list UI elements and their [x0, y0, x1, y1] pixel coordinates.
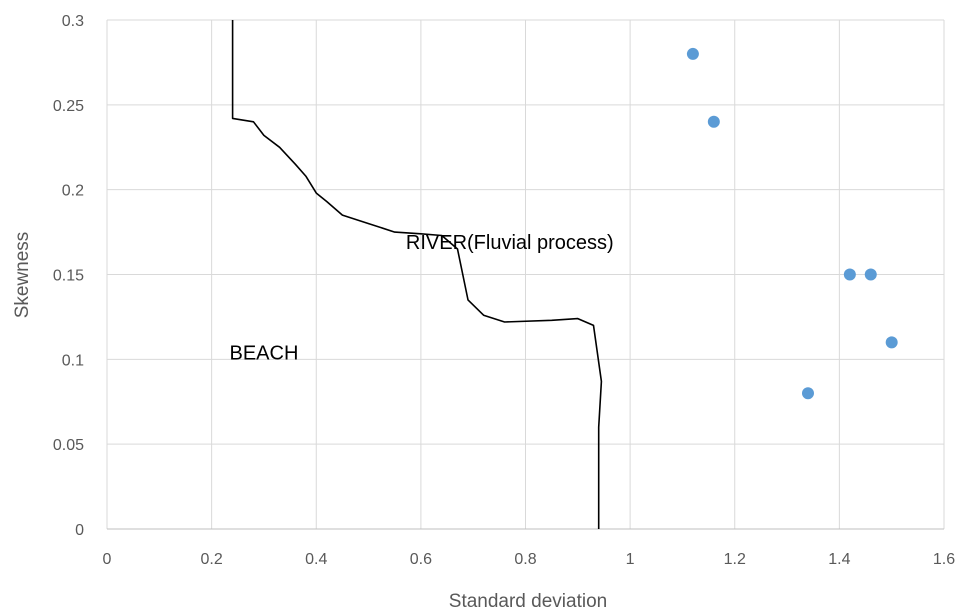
data-point [801, 387, 814, 400]
x-tick-label: 0 [103, 551, 112, 568]
data-point [885, 336, 898, 349]
data-point [864, 268, 877, 281]
x-tick-label: 0.8 [514, 551, 536, 568]
x-axis-title: Standard deviation [449, 591, 607, 612]
y-tick-label: 0.15 [53, 268, 84, 285]
x-tick-label: 1 [626, 551, 635, 568]
y-tick-label: 0.2 [62, 183, 84, 200]
y-tick-label: 0.25 [53, 98, 84, 115]
x-tick-label: 0.4 [305, 551, 327, 568]
y-tick-label: 0 [75, 522, 84, 539]
x-tick-label: 1.2 [724, 551, 746, 568]
y-tick-label: 0.05 [53, 437, 84, 454]
y-axis-ticks: 0 0.05 0.1 0.15 0.2 0.25 0.3 [53, 13, 84, 539]
x-tick-label: 1.6 [933, 551, 955, 568]
annotation-label: BEACH [229, 342, 298, 364]
boundary-curve [231, 20, 603, 529]
x-tick-label: 0.6 [410, 551, 432, 568]
y-tick-label: 0.3 [62, 13, 84, 30]
annotations: RIVER(Fluvial process) BEACH [229, 232, 613, 364]
x-tick-label: 1.4 [828, 551, 850, 568]
y-tick-label: 0.1 [62, 352, 84, 369]
x-axis-ticks: 0 0.2 0.4 0.6 0.8 1 1.2 1.4 1.6 [103, 551, 956, 568]
boundary-line [231, 20, 603, 529]
data-points [686, 47, 898, 400]
x-tick-label: 0.2 [201, 551, 223, 568]
data-point [707, 115, 720, 128]
data-point [686, 47, 699, 60]
data-point [843, 268, 856, 281]
annotation-label: RIVER(Fluvial process) [406, 232, 614, 254]
grid-lines [106, 19, 945, 530]
y-axis-title: Skewness [12, 232, 33, 319]
